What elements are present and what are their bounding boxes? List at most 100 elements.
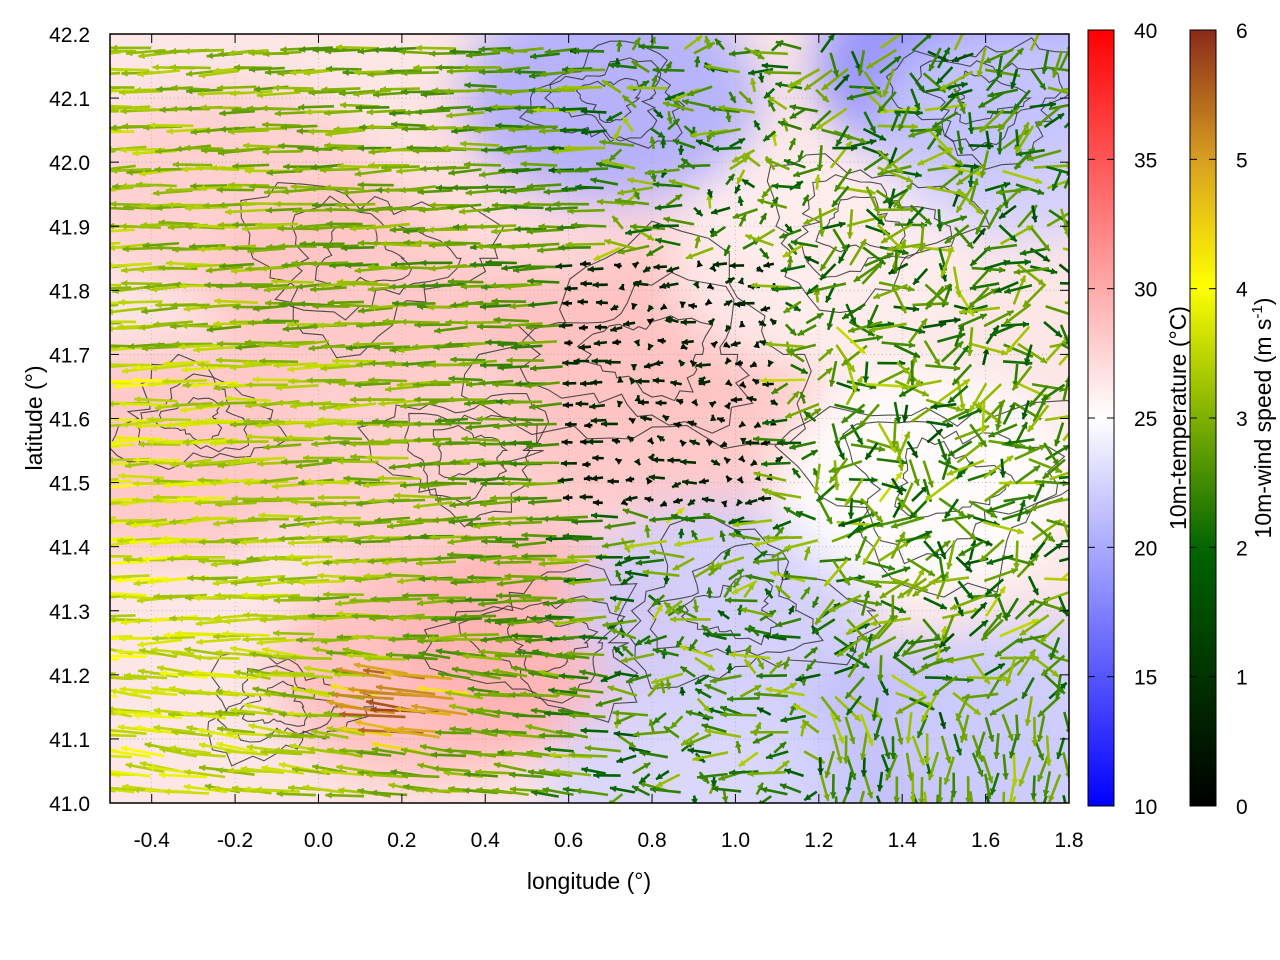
wind-arrow-head — [521, 421, 528, 428]
wind-arrow-head — [273, 629, 280, 637]
wind-arrow-head — [464, 400, 471, 407]
wind-arrow-head — [649, 37, 657, 44]
wind-arrow-shaft — [169, 746, 211, 755]
wind-arrow-head — [354, 381, 361, 389]
wind-arrow-head — [514, 225, 521, 233]
wind-arrow-head — [913, 277, 920, 285]
wind-arrow-head — [511, 167, 519, 175]
wind-arrow-head — [881, 236, 889, 243]
wind-arrow-head — [970, 813, 977, 820]
wind-arrow-shaft — [242, 225, 285, 231]
wind-arrow-head — [110, 573, 112, 581]
wind-arrow-head — [759, 339, 767, 347]
wind-arrow-head — [939, 640, 947, 648]
wind-arrow-shaft — [1061, 87, 1069, 92]
wind-arrow-head — [746, 395, 754, 403]
wind-arrow-head — [565, 597, 572, 604]
wind-arrow-head — [366, 771, 373, 779]
wind-arrow-head — [466, 381, 473, 388]
wind-arrow-head — [449, 616, 457, 624]
wind-arrow-head — [912, 589, 920, 597]
wind-arrow-head — [633, 280, 640, 288]
wind-arrow-head — [725, 596, 732, 604]
wind-arrow-head — [709, 568, 716, 575]
wind-arrow-head — [592, 454, 599, 462]
wind-arrow-head — [172, 246, 179, 253]
wind-arrow-head — [918, 758, 925, 766]
wind-arrow-head — [825, 368, 833, 375]
wind-arrow-head — [610, 628, 617, 635]
wind-arrow-head — [397, 577, 404, 585]
wind-arrow-head — [176, 615, 183, 623]
wind-arrow-head — [477, 223, 484, 230]
wind-arrow-head — [172, 340, 180, 348]
wind-arrow-shaft — [153, 725, 196, 734]
wind-arrow-shaft — [487, 516, 528, 521]
wind-arrow-shaft — [181, 324, 223, 329]
wind-arrow-head — [927, 480, 934, 488]
wind-arrow-head — [356, 322, 363, 329]
wind-arrow-head — [558, 672, 566, 680]
wind-arrow-shaft — [162, 379, 208, 383]
wind-arrow-head — [492, 787, 499, 794]
wind-arrow-shaft — [366, 109, 406, 114]
wind-arrow-head — [725, 300, 733, 307]
wind-arrow-head — [181, 166, 188, 173]
wind-arrow-head — [172, 161, 179, 168]
wind-arrow-head — [119, 593, 127, 601]
wind-arrow-head — [259, 555, 266, 562]
wind-arrow-head — [240, 456, 247, 463]
wind-arrow-shaft — [375, 685, 436, 696]
wind-arrow-head — [354, 170, 362, 178]
wind-arrow-head — [783, 572, 791, 580]
wind-arrow-head — [325, 65, 333, 73]
wind-arrow-head — [887, 245, 894, 253]
wind-arrow-shaft — [158, 266, 198, 271]
wind-arrow-head — [555, 651, 563, 659]
wind-arrow-shaft — [354, 168, 392, 176]
wind-arrow-head — [930, 403, 938, 410]
wind-arrow-head — [904, 27, 911, 33]
wind-arrow-head — [721, 796, 729, 803]
wind-arrow-head — [399, 48, 406, 56]
wind-arrow-head — [323, 710, 331, 717]
wind-arrow-head — [413, 436, 421, 444]
wind-arrow-head — [167, 555, 174, 563]
wind-arrow-head — [138, 202, 146, 210]
wind-arrow-head — [287, 553, 294, 561]
wind-arrow-head — [193, 222, 200, 229]
wind-arrow-head — [939, 603, 947, 610]
wind-arrow-head — [834, 184, 842, 192]
wind-arrow-head — [569, 686, 576, 693]
wind-arrow-head — [248, 66, 256, 73]
wind-arrow-shaft — [475, 753, 514, 757]
wind-arrow-head — [232, 559, 239, 567]
wind-arrow-head — [261, 764, 268, 772]
wind-arrow-shaft — [110, 71, 121, 75]
wind-arrow-head — [644, 638, 652, 645]
wind-arrow-head — [317, 494, 324, 501]
wind-arrow-head — [839, 433, 847, 440]
wind-arrow-shaft — [1058, 351, 1069, 366]
wind-arrow-head — [1019, 500, 1026, 507]
wind-arrow-head — [580, 380, 587, 387]
wind-arrow-head — [602, 80, 610, 87]
wind-arrow-shaft — [260, 476, 299, 484]
wind-arrow-shaft — [568, 578, 607, 585]
wind-arrow-head — [1080, 465, 1087, 471]
wind-arrow-head — [161, 535, 168, 542]
wind-arrow-head — [197, 727, 205, 735]
wind-arrow-head — [275, 384, 282, 391]
wind-arrow-head — [327, 747, 334, 754]
wind-arrow-shaft — [214, 299, 259, 304]
wind-arrow-head — [447, 551, 454, 559]
wind-arrow-shaft — [417, 686, 469, 695]
wind-arrow-head — [162, 438, 169, 445]
wind-arrow-head — [214, 297, 221, 305]
wind-arrow-head — [772, 182, 779, 190]
wind-arrow-head — [1063, 808, 1070, 815]
wind-arrow-head — [190, 128, 197, 136]
wind-arrow-head — [591, 357, 598, 365]
wind-arrow-head — [959, 308, 966, 315]
wind-arrow-head — [555, 262, 562, 270]
